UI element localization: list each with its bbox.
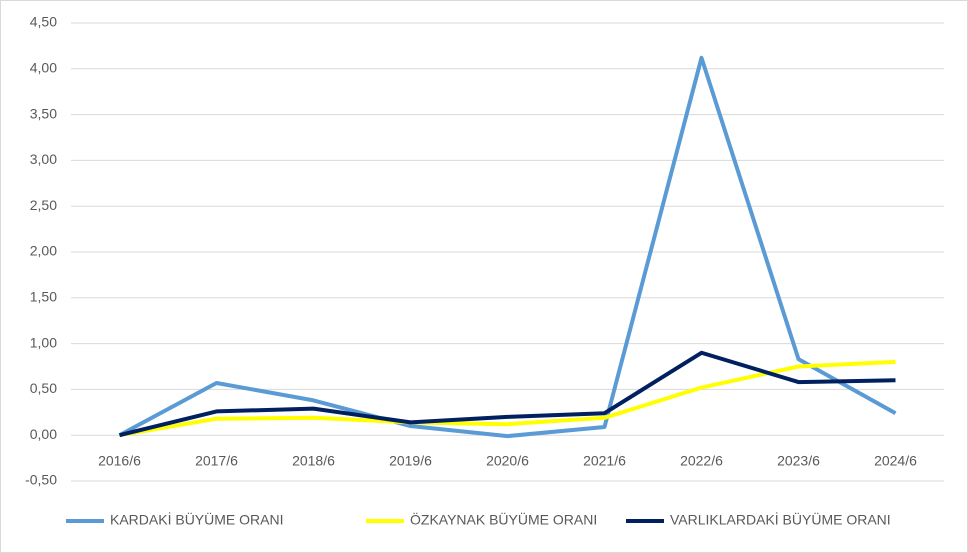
y-tick-label: 1,00 [30, 334, 57, 350]
legend-label: VARLIKLARDAKİ BÜYÜME ORANI [670, 511, 891, 528]
y-tick-label: -0,50 [25, 472, 57, 488]
series-line [118, 55, 897, 439]
x-tick-label: 2016/6 [98, 453, 141, 469]
x-tick-label: 2023/6 [777, 453, 820, 469]
x-tick-label: 2021/6 [583, 453, 626, 469]
x-tick-label: 2022/6 [680, 453, 723, 469]
y-tick-label: 3,50 [30, 105, 57, 121]
y-tick-label: 1,50 [30, 289, 57, 305]
series-line [119, 350, 896, 438]
legend-label: KARDAKİ BÜYÜME ORANI [110, 511, 283, 528]
y-tick-label: 2,00 [30, 243, 57, 259]
x-tick-label: 2018/6 [292, 453, 335, 469]
x-tick-label: 2024/6 [874, 453, 917, 469]
x-tick-label: 2017/6 [195, 453, 238, 469]
y-tick-label: 4,50 [30, 14, 57, 30]
x-tick-label: 2019/6 [389, 453, 432, 469]
y-tick-label: 4,00 [30, 60, 57, 76]
y-tick-label: 0,50 [30, 380, 57, 396]
y-tick-label: 3,00 [30, 151, 57, 167]
x-tick-label: 2020/6 [486, 453, 529, 469]
legend-label: ÖZKAYNAK BÜYÜME ORANI [410, 511, 597, 528]
y-tick-label: 2,50 [30, 197, 57, 213]
y-tick-label: 0,00 [30, 426, 57, 442]
